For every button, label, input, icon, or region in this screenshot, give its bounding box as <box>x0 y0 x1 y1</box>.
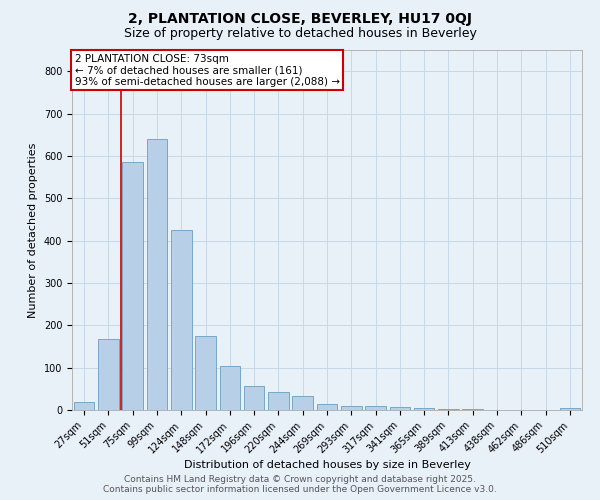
Bar <box>171 230 191 410</box>
Bar <box>146 139 167 410</box>
Bar <box>244 386 265 410</box>
Text: Size of property relative to detached houses in Beverley: Size of property relative to detached ho… <box>124 28 476 40</box>
Bar <box>365 406 386 410</box>
Bar <box>341 406 362 410</box>
Text: Contains public sector information licensed under the Open Government Licence v3: Contains public sector information licen… <box>103 485 497 494</box>
Bar <box>389 406 410 410</box>
Bar <box>463 409 483 410</box>
Bar <box>74 402 94 410</box>
Bar <box>268 392 289 410</box>
Text: 2, PLANTATION CLOSE, BEVERLEY, HU17 0QJ: 2, PLANTATION CLOSE, BEVERLEY, HU17 0QJ <box>128 12 472 26</box>
Bar <box>292 396 313 410</box>
Bar <box>98 339 119 410</box>
Bar <box>438 408 459 410</box>
Bar <box>317 404 337 410</box>
Text: 2 PLANTATION CLOSE: 73sqm
← 7% of detached houses are smaller (161)
93% of semi-: 2 PLANTATION CLOSE: 73sqm ← 7% of detach… <box>74 54 340 87</box>
Text: Contains HM Land Registry data © Crown copyright and database right 2025.: Contains HM Land Registry data © Crown c… <box>124 475 476 484</box>
Bar <box>122 162 143 410</box>
Bar <box>195 336 216 410</box>
Bar <box>220 366 240 410</box>
Bar <box>414 408 434 410</box>
X-axis label: Distribution of detached houses by size in Beverley: Distribution of detached houses by size … <box>184 460 470 470</box>
Bar <box>560 408 580 410</box>
Y-axis label: Number of detached properties: Number of detached properties <box>28 142 38 318</box>
